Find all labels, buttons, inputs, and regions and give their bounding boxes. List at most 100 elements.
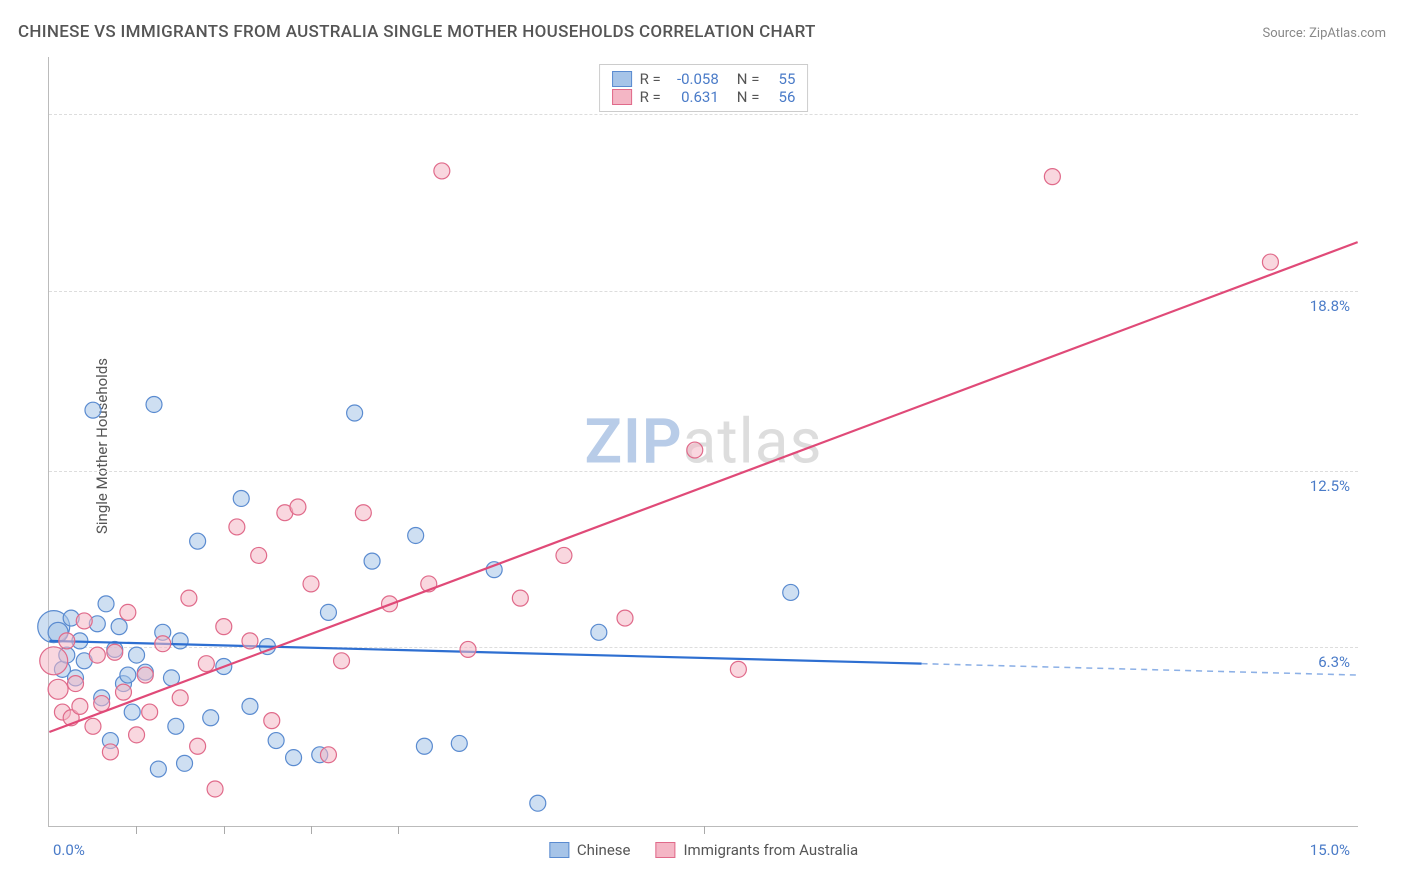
legend-swatch [612,71,632,87]
scatter-point [181,590,197,606]
scatter-point [85,718,101,734]
scatter-point [142,704,158,720]
legend-n-value: 56 [767,88,795,106]
scatter-point [98,596,114,612]
scatter-point [334,653,350,669]
legend-swatch [612,89,632,105]
scatter-point [115,684,131,700]
legend-label: Immigrants from Australia [683,841,858,859]
scatter-point [120,604,136,620]
x-tick-label: 0.0% [53,841,85,859]
scatter-point [320,604,336,620]
scatter-point [102,744,118,760]
legend-n-value: 55 [767,70,795,88]
legend-label: Chinese [577,841,631,859]
legend-stat-label: R = [640,88,661,106]
scatter-point [264,713,280,729]
scatter-point [687,442,703,458]
x-tick-label: 15.0% [1310,841,1350,859]
scatter-point [242,633,258,649]
scatter-point [40,647,68,675]
legend-stats-row: R = 0.631 N = 56 [612,88,796,106]
scatter-point [172,633,188,649]
scatter-point [107,644,123,660]
chart-area: R =-0.058N =55R =0.631N =56 ZIPatlas Chi… [48,57,1358,827]
scatter-point [190,533,206,549]
scatter-point [216,619,232,635]
scatter-point [303,576,319,592]
scatter-point [1262,254,1278,270]
x-tick [311,826,312,834]
scatter-point [172,690,188,706]
scatter-point [512,590,528,606]
scatter-point [364,553,380,569]
legend-stat-label: R = [640,70,661,88]
scatter-point [76,613,92,629]
scatter-point [168,718,184,734]
scatter-point [68,676,84,692]
scatter-point [203,710,219,726]
legend-stats-row: R = -0.058 N = 55 [612,70,796,88]
scatter-point [146,396,162,412]
legend-stats-box: R = -0.058 N = 55 R = 0.631 N = 56 [599,64,809,112]
scatter-point [229,519,245,535]
scatter-point [355,505,371,521]
scatter-point [530,795,546,811]
regression-line [49,641,921,664]
scatter-point [730,661,746,677]
regression-line-extrapolated [922,664,1358,675]
x-tick [136,826,137,834]
scatter-point [89,647,105,663]
scatter-point [150,761,166,777]
scatter-point [48,679,68,699]
scatter-point [137,667,153,683]
scatter-point [242,698,258,714]
scatter-point [72,698,88,714]
scatter-point [556,547,572,563]
x-tick [398,826,399,834]
source-label: Source: ZipAtlas.com [1262,26,1386,41]
plot-svg [49,57,1358,826]
scatter-point [124,704,140,720]
legend-item: Immigrants from Australia [655,841,858,859]
scatter-point [190,738,206,754]
legend-r-value: -0.058 [669,70,719,88]
scatter-point [451,735,467,751]
scatter-point [59,633,75,649]
scatter-point [434,163,450,179]
scatter-point [155,636,171,652]
scatter-point [268,733,284,749]
scatter-point [251,547,267,563]
scatter-point [286,750,302,766]
scatter-point [198,656,214,672]
legend-swatch [549,842,569,858]
legend-stat-label: N = [737,70,760,88]
legend-stat-label: N = [737,88,760,106]
scatter-point [111,619,127,635]
x-tick [704,826,705,834]
legend-r-value: 0.631 [669,88,719,106]
scatter-point [416,738,432,754]
scatter-point [94,696,110,712]
legend-item: Chinese [549,841,631,859]
scatter-point [783,584,799,600]
scatter-point [290,499,306,515]
scatter-point [129,647,145,663]
scatter-point [129,727,145,743]
scatter-point [320,747,336,763]
scatter-point [207,781,223,797]
scatter-point [460,641,476,657]
legend-swatch [655,842,675,858]
scatter-point [408,527,424,543]
legend-bottom: Chinese Immigrants from Australia [549,841,858,859]
scatter-point [233,490,249,506]
chart-title: CHINESE VS IMMIGRANTS FROM AUSTRALIA SIN… [18,22,816,42]
scatter-point [347,405,363,421]
scatter-point [120,667,136,683]
scatter-point [177,755,193,771]
scatter-point [85,402,101,418]
scatter-point [591,624,607,640]
scatter-point [1044,169,1060,185]
x-tick [224,826,225,834]
scatter-point [617,610,633,626]
